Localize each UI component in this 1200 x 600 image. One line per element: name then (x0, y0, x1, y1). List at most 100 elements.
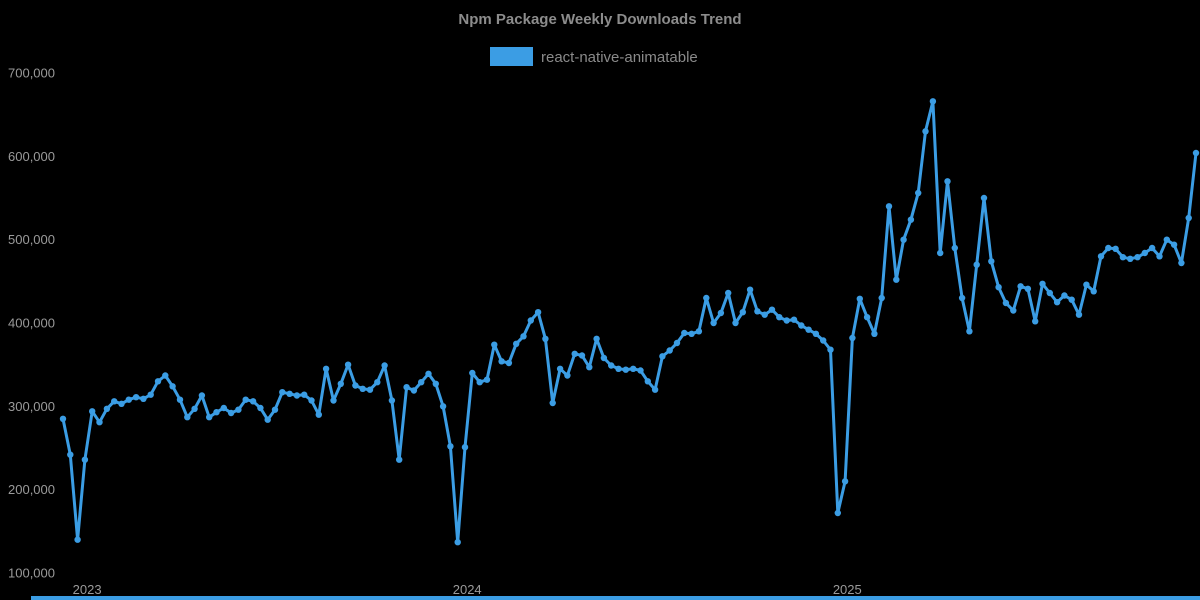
data-point-marker (768, 306, 776, 313)
data-point-marker (396, 456, 403, 463)
data-point-marker (659, 353, 666, 360)
legend[interactable]: react-native-animatable (490, 47, 698, 66)
data-point-marker (666, 347, 673, 354)
data-point-marker (717, 309, 725, 317)
data-point-marker (995, 284, 1002, 291)
data-point-marker (1024, 285, 1032, 292)
data-point-marker (1068, 296, 1075, 303)
data-point-marker (673, 339, 681, 347)
data-point-marker (1090, 288, 1097, 295)
data-point-marker (235, 406, 242, 413)
data-point-marker (520, 333, 527, 340)
y-tick-label: 200,000 (8, 482, 55, 497)
legend-swatch[interactable] (490, 47, 533, 66)
data-point-marker (849, 334, 856, 342)
data-point-marker (1119, 254, 1127, 261)
data-point-marker (461, 444, 469, 451)
data-point-marker (184, 414, 191, 421)
data-point-marker (761, 311, 768, 318)
data-point-marker (176, 396, 184, 403)
x-axis-labels: 2023 2024 2025 (73, 582, 862, 597)
data-point-marker (308, 397, 315, 404)
data-point-marker (1112, 245, 1119, 252)
data-point-marker (637, 367, 644, 374)
data-point-marker (1141, 249, 1149, 257)
data-point-marker (615, 365, 622, 372)
data-point-marker (118, 400, 125, 407)
y-axis-labels: 100,000 200,000 300,000 400,000 500,000 600,0… (8, 66, 55, 581)
data-point-marker (710, 319, 717, 327)
data-point-marker (805, 326, 812, 333)
data-point-marker (608, 362, 615, 369)
data-point-marker (374, 379, 381, 386)
data-point-marker (366, 386, 374, 393)
data-point-marker (549, 399, 556, 407)
data-point-marker (571, 350, 578, 357)
data-point-marker (191, 405, 198, 412)
data-point-marker (827, 346, 834, 353)
data-point-marker (359, 385, 366, 392)
data-point-marker (1010, 307, 1017, 314)
data-point-marker (1046, 289, 1054, 297)
data-point-marker (980, 194, 988, 202)
data-point-marker (586, 364, 593, 371)
data-point-marker (513, 340, 520, 347)
data-point-marker (483, 376, 491, 383)
data-point-marker (271, 406, 279, 413)
data-point-marker (1039, 280, 1046, 287)
data-point-marker (542, 335, 549, 342)
data-point-marker (257, 404, 264, 412)
data-point-marker (286, 390, 293, 397)
data-point-marker (432, 380, 439, 387)
y-tick-label: 700,000 (8, 66, 55, 81)
data-point-marker (96, 419, 103, 426)
data-point-marker (878, 294, 885, 302)
data-point-marker (798, 322, 805, 329)
data-point-marker (944, 178, 951, 185)
data-point-marker (169, 383, 176, 390)
data-point-marker (103, 405, 111, 412)
data-point-marker (498, 358, 505, 365)
data-point-marker (776, 314, 783, 321)
data-point-marker (871, 330, 878, 337)
data-point-marker (695, 328, 703, 335)
y-tick-label: 300,000 (8, 399, 55, 414)
data-point-marker (783, 317, 790, 324)
data-point-marker (447, 443, 454, 450)
data-point-marker (651, 386, 659, 393)
y-tick-label: 100,000 (8, 566, 55, 581)
data-point-marker (915, 189, 922, 197)
data-points (59, 98, 1200, 546)
data-point-marker (125, 396, 132, 403)
chart-title: Npm Package Weekly Downloads Trend (458, 11, 741, 28)
data-point-marker (322, 365, 330, 372)
data-point-marker (81, 456, 89, 463)
data-point-marker (425, 370, 432, 377)
data-point-marker (600, 354, 608, 362)
data-point-marker (213, 409, 220, 416)
data-point-marker (754, 308, 761, 315)
data-point-marker (264, 416, 271, 423)
data-point-marker (418, 379, 425, 386)
data-point-marker (111, 398, 118, 405)
data-point-marker (900, 236, 907, 243)
y-tick-label: 400,000 (8, 316, 55, 331)
data-point-marker (922, 128, 929, 135)
data-point-marker (834, 509, 841, 517)
data-point-marker (564, 372, 571, 379)
data-point-marker (1134, 254, 1141, 261)
data-point-marker (147, 391, 154, 398)
legend-label[interactable]: react-native-animatable (541, 49, 698, 66)
data-point-marker (1127, 255, 1134, 262)
data-point-marker (439, 403, 447, 410)
x-tick-label: 2023 (73, 582, 102, 597)
data-point-marker (1185, 214, 1192, 222)
data-point-marker (293, 392, 301, 399)
data-point-marker (644, 378, 651, 385)
data-point-marker (454, 539, 461, 546)
data-point-marker (812, 330, 820, 337)
data-point-marker (491, 341, 498, 348)
